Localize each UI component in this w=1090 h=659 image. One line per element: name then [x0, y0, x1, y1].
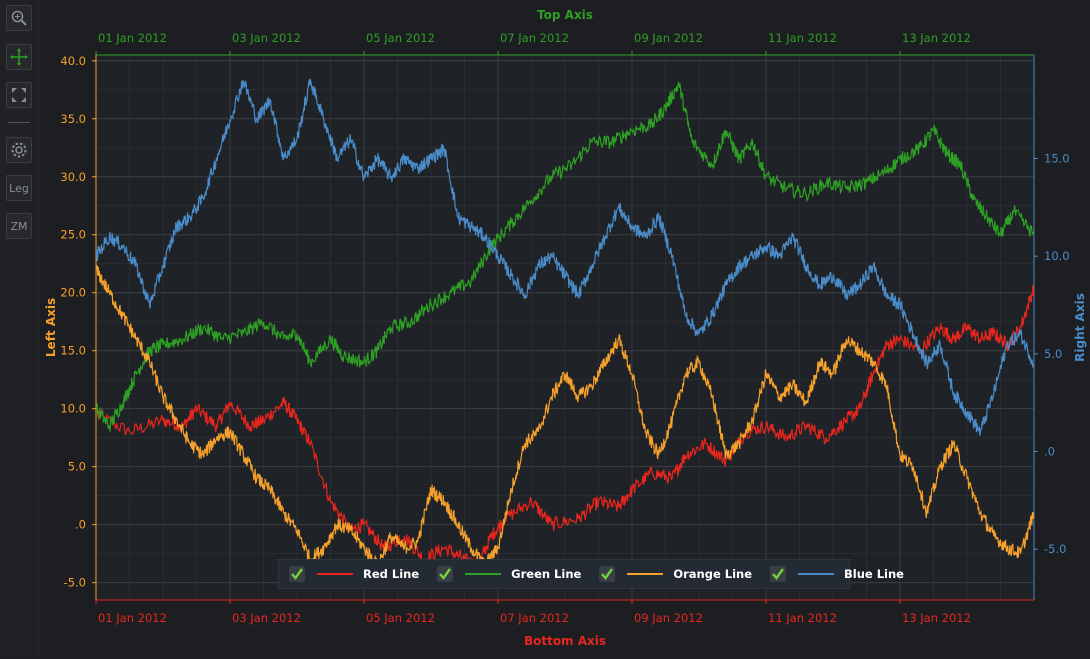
series-line-orange-line — [96, 265, 1034, 571]
left-tick-label: 30.0 — [60, 170, 86, 184]
bottom-tick-label: 13 Jan 2012 — [902, 611, 971, 625]
left-tick-label: 35.0 — [60, 112, 86, 126]
right-tick-label: 5.0 — [1044, 347, 1062, 361]
pan-icon[interactable] — [6, 44, 32, 70]
legend-swatch — [627, 573, 664, 575]
legend-swatch — [317, 573, 353, 575]
bottom-tick-label: 03 Jan 2012 — [232, 611, 301, 625]
right-axis-title: Right Axis — [1073, 293, 1087, 362]
check-icon[interactable] — [599, 566, 616, 582]
legend-swatch — [465, 573, 502, 575]
bottom-axis-title: Bottom Axis — [524, 634, 606, 648]
chart-area: 01 Jan 2012 01 Jan 2012 03 Jan 2012 03 Jan … — [38, 0, 1090, 655]
left-tick-label: 10.0 — [60, 402, 86, 416]
chart-svg[interactable]: 01 Jan 2012 01 Jan 2012 03 Jan 2012 03 Jan … — [38, 0, 1090, 655]
top-tick-label: 11 Jan 2012 — [768, 31, 837, 45]
legend-item[interactable]: Orange Line — [599, 566, 752, 582]
left-tick-label: .0 — [75, 518, 86, 532]
left-tick-label: 15.0 — [60, 344, 86, 358]
legend-swatch — [798, 573, 835, 575]
top-tick-label: 13 Jan 2012 — [902, 31, 971, 45]
top-axis-title: Top Axis — [537, 8, 593, 22]
legend-item[interactable]: Green Line — [437, 566, 581, 582]
bottom-tick-label: 05 Jan 2012 — [366, 611, 435, 625]
legend: Red Line Green Line Orange Line Blue Line — [278, 559, 904, 589]
left-tick-label: 5.0 — [68, 460, 86, 474]
check-icon[interactable] — [289, 566, 305, 582]
top-tick-label: 05 Jan 2012 — [366, 31, 435, 45]
chart-toolbar: Leg ZM — [0, 0, 39, 655]
right-tick-label: 10.0 — [1044, 249, 1070, 263]
right-tick-label: 15.0 — [1044, 152, 1070, 166]
left-axis-title: Left Axis — [44, 298, 58, 357]
right-tick-label: -5.0 — [1044, 542, 1066, 556]
top-tick-label: 03 Jan 2012 — [232, 31, 301, 45]
legend-label: Orange Line — [673, 567, 753, 581]
legend-label: Green Line — [511, 567, 582, 581]
gear-icon[interactable] — [6, 137, 32, 163]
bottom-tick-label: 09 Jan 2012 — [634, 611, 703, 625]
series-line-blue-line — [96, 78, 1034, 436]
bottom-tick-label: 01 Jan 2012 — [98, 611, 167, 625]
check-icon[interactable] — [437, 566, 454, 582]
legend-item[interactable]: Blue Line — [770, 566, 904, 582]
top-tick-label: 07 Jan 2012 — [500, 31, 569, 45]
zoom-mode-button[interactable]: ZM — [6, 213, 32, 239]
legend-label: Red Line — [363, 567, 420, 581]
series-line-red-line — [96, 284, 1034, 571]
legend-label: Blue Line — [844, 567, 904, 581]
left-tick-label: 25.0 — [60, 228, 86, 242]
toolbar-separator — [8, 122, 30, 123]
left-tick-label: 20.0 — [60, 286, 86, 300]
bottom-tick-label: 11 Jan 2012 — [768, 611, 837, 625]
legend-item[interactable]: Red Line — [289, 566, 419, 582]
zoom-icon[interactable] — [6, 5, 32, 31]
left-tick-label: -5.0 — [64, 576, 86, 590]
legend-toggle-button[interactable]: Leg — [6, 175, 32, 201]
fit-icon[interactable] — [6, 82, 32, 108]
series-line-green-line — [96, 80, 1034, 432]
right-tick-label: .0 — [1044, 445, 1055, 459]
bottom-tick-label: 07 Jan 2012 — [500, 611, 569, 625]
check-icon[interactable] — [770, 566, 787, 582]
left-tick-label: 40.0 — [60, 54, 86, 68]
top-tick-label: 01 Jan 2012 — [98, 31, 167, 45]
top-tick-label: 09 Jan 2012 — [634, 31, 703, 45]
